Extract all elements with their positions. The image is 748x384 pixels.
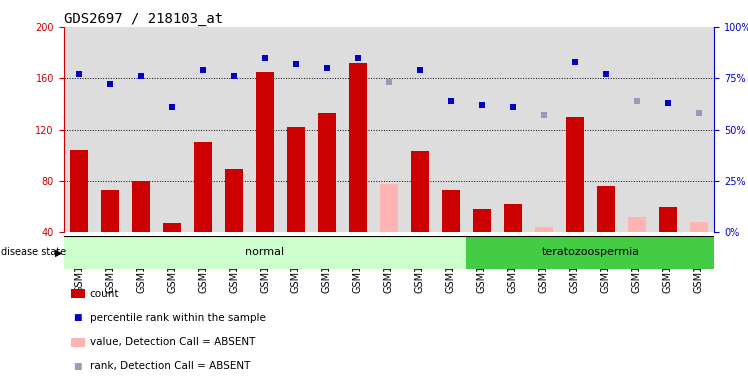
Text: ■: ■ <box>73 313 82 323</box>
Text: disease state: disease state <box>1 247 66 258</box>
Bar <box>132 181 150 232</box>
Bar <box>565 117 584 232</box>
Bar <box>343 27 373 232</box>
Bar <box>497 27 528 232</box>
Bar <box>380 184 398 232</box>
Text: ■: ■ <box>73 362 82 371</box>
Bar <box>218 27 250 232</box>
Bar <box>64 236 467 269</box>
Bar <box>224 169 243 232</box>
Bar <box>373 27 405 232</box>
Bar <box>535 227 554 232</box>
Bar <box>188 27 218 232</box>
Text: count: count <box>90 289 119 299</box>
Bar <box>628 217 646 232</box>
Bar <box>70 150 88 232</box>
Bar <box>467 27 497 232</box>
Bar <box>194 142 212 232</box>
Bar <box>467 236 714 269</box>
Bar <box>503 204 522 232</box>
Text: normal: normal <box>245 247 284 258</box>
Bar <box>597 186 615 232</box>
Bar <box>652 27 684 232</box>
Bar <box>256 72 275 232</box>
Bar <box>311 27 343 232</box>
Text: teratozoospermia: teratozoospermia <box>542 247 640 258</box>
Bar <box>528 27 560 232</box>
Bar <box>101 190 120 232</box>
Text: ▶: ▶ <box>55 247 62 258</box>
Bar <box>590 27 622 232</box>
Text: value, Detection Call = ABSENT: value, Detection Call = ABSENT <box>90 337 255 347</box>
Bar <box>349 63 367 232</box>
Bar <box>156 27 188 232</box>
Bar <box>163 223 181 232</box>
Bar <box>690 222 708 232</box>
Bar <box>405 27 435 232</box>
Bar <box>250 27 280 232</box>
Bar <box>560 27 590 232</box>
Bar <box>126 27 156 232</box>
Bar <box>684 27 714 232</box>
Bar <box>64 27 94 232</box>
Bar <box>435 27 467 232</box>
Text: rank, Detection Call = ABSENT: rank, Detection Call = ABSENT <box>90 361 250 371</box>
Bar <box>411 151 429 232</box>
Bar <box>473 209 491 232</box>
Bar <box>622 27 652 232</box>
Bar <box>658 207 677 232</box>
Text: percentile rank within the sample: percentile rank within the sample <box>90 313 266 323</box>
Bar <box>286 127 305 232</box>
Bar <box>318 113 337 232</box>
Bar <box>441 190 460 232</box>
Bar <box>94 27 126 232</box>
Bar <box>280 27 311 232</box>
Text: GDS2697 / 218103_at: GDS2697 / 218103_at <box>64 12 223 26</box>
